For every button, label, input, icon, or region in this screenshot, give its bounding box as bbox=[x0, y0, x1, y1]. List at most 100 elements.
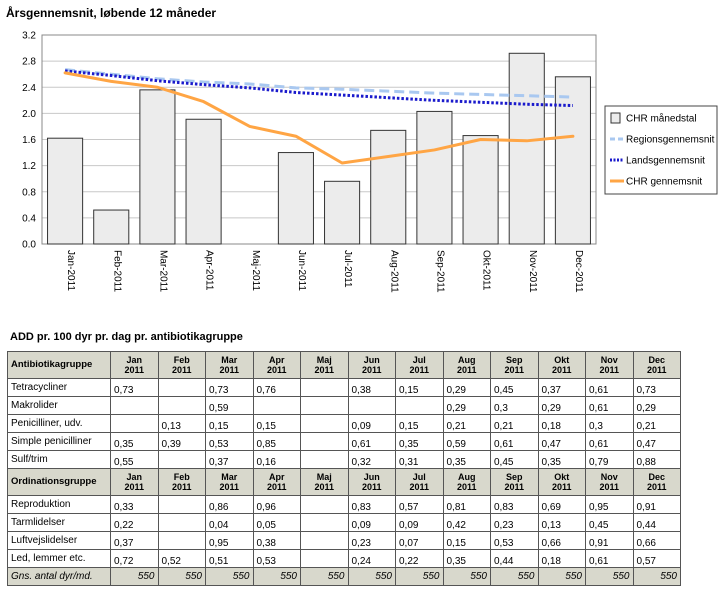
table-row: Tetracycliner 0,73 0,73 0,76 0,38 0,15 0,29 0,4… bbox=[7, 378, 681, 397]
month-year: 2011 bbox=[456, 365, 477, 375]
table-cell bbox=[395, 396, 444, 415]
table-cell: 0,29 bbox=[632, 396, 681, 415]
month-name: Jan bbox=[126, 355, 142, 365]
table-cell: 0,52 bbox=[157, 549, 206, 568]
x-tick-label: Jan-2011 bbox=[65, 250, 76, 291]
month-name: Apr bbox=[269, 472, 285, 482]
month-name: Maj bbox=[316, 472, 332, 482]
table-row: Makrolider 0,59 0,29 0,3 0,29 0,61 0,29 bbox=[7, 396, 681, 415]
month-year: 2011 bbox=[219, 365, 240, 375]
row-label: Sulf/trim bbox=[7, 450, 111, 469]
table-cell: 0,09 bbox=[395, 513, 444, 532]
chart: 0.0 0.4 0.8 1.2 1.6 2.0 2.4 2.8 3.2 Jan-2011 Feb-2… bbox=[22, 31, 718, 293]
table-cell: 0,35 bbox=[442, 549, 491, 568]
legend-chr-gennemsnit-label: CHR gennemsnit bbox=[626, 177, 702, 188]
footer-cell: 550 bbox=[442, 567, 491, 586]
table-cell: 0,35 bbox=[537, 450, 586, 469]
table-cell: 0,57 bbox=[632, 549, 681, 568]
table-row: Tarmlidelser 0,22 0,04 0,05 0,09 0,09 0,42 0,23… bbox=[7, 513, 681, 532]
y-tick-label: 2.8 bbox=[22, 57, 36, 68]
row-label: Luftvejslidelser bbox=[7, 531, 111, 550]
month-name: Maj bbox=[316, 355, 332, 365]
line-chr-gennemsnit bbox=[63, 71, 575, 165]
month-name: Jan bbox=[126, 472, 142, 482]
table-cell: 0,66 bbox=[537, 531, 586, 550]
add-table: Antibiotikagruppe Jan 2011 Feb 2011 Mar 2011 Ap… bbox=[7, 351, 681, 586]
month-name: Nov bbox=[600, 355, 618, 365]
table-cell: 0,3 bbox=[490, 396, 539, 415]
table-cell: 0,45 bbox=[490, 378, 539, 397]
table-cell: 0,91 bbox=[632, 495, 681, 514]
table-cell bbox=[300, 450, 349, 469]
table-row: Reproduktion 0,33 0,86 0,96 0,83 0,57 0,81 0,83… bbox=[7, 495, 681, 514]
y-tick-label: 0.0 bbox=[22, 240, 36, 251]
table-cell: 0,18 bbox=[537, 549, 586, 568]
month-header: Feb 2011 bbox=[157, 468, 206, 496]
table-cell: 0,61 bbox=[585, 549, 634, 568]
table-cell bbox=[347, 396, 396, 415]
table-cell: 0,35 bbox=[395, 432, 444, 451]
month-header: Feb 2011 bbox=[157, 351, 206, 379]
row-label: Tarmlidelser bbox=[7, 513, 111, 532]
month-header: Maj 2011 bbox=[300, 468, 349, 496]
bar-jun-2011 bbox=[277, 152, 314, 245]
y-tick-label: 0.8 bbox=[22, 187, 36, 198]
table-cell: 0,18 bbox=[537, 414, 586, 433]
table-cell: 0,15 bbox=[395, 414, 444, 433]
month-name: Sep bbox=[505, 355, 523, 365]
table-cell: 0,24 bbox=[347, 549, 396, 568]
x-tick-label: Jun-2011 bbox=[296, 250, 307, 291]
month-year: 2011 bbox=[551, 365, 572, 375]
table-cell: 0,05 bbox=[252, 513, 301, 532]
table-cell: 0,57 bbox=[395, 495, 444, 514]
table-cell: 0,15 bbox=[252, 414, 301, 433]
month-year: 2011 bbox=[266, 365, 287, 375]
month-header: Jun 2011 bbox=[347, 351, 396, 379]
month-year: 2011 bbox=[171, 365, 192, 375]
table-cell: 0,13 bbox=[537, 513, 586, 532]
table-cell: 0,81 bbox=[442, 495, 491, 514]
table-cell: 0,45 bbox=[490, 450, 539, 469]
table-cell bbox=[157, 513, 206, 532]
table-cell bbox=[157, 396, 206, 415]
table-cell: 0,47 bbox=[537, 432, 586, 451]
month-header: Apr 2011 bbox=[252, 468, 301, 496]
table-cell: 0,31 bbox=[395, 450, 444, 469]
x-tick-label: Aug-2011 bbox=[388, 250, 399, 293]
month-name: Jun bbox=[363, 355, 380, 365]
table-cell bbox=[300, 531, 349, 550]
line-landsgennemsnit bbox=[64, 69, 573, 108]
table-cell: 0,37 bbox=[537, 378, 586, 397]
bar-apr-2011 bbox=[185, 118, 222, 245]
table-cell bbox=[300, 378, 349, 397]
month-header: Jan 2011 bbox=[110, 351, 159, 379]
table-cell: 0,86 bbox=[205, 495, 254, 514]
table-title: ADD pr. 100 dyr pr. dag pr. antibiotikag… bbox=[10, 331, 243, 343]
x-tick-label: Mar-2011 bbox=[157, 250, 168, 292]
table-cell bbox=[300, 513, 349, 532]
row-label: Tetracycliner bbox=[7, 378, 111, 397]
bar-sep-2011 bbox=[416, 110, 453, 245]
table-cell: 0,61 bbox=[347, 432, 396, 451]
month-year: 2011 bbox=[646, 482, 667, 492]
y-tick-label: 0.4 bbox=[22, 213, 36, 224]
table-cell: 0,15 bbox=[395, 378, 444, 397]
footer-cell: 550 bbox=[347, 567, 396, 586]
month-header: Maj 2011 bbox=[300, 351, 349, 379]
month-name: Dec bbox=[648, 472, 665, 482]
table-cell: 0,61 bbox=[585, 432, 634, 451]
table-cell: 0,79 bbox=[585, 450, 634, 469]
table-cell: 0,47 bbox=[632, 432, 681, 451]
table-cell: 0,35 bbox=[442, 450, 491, 469]
month-header: Jul 2011 bbox=[395, 351, 444, 379]
table-cell bbox=[157, 450, 206, 469]
table-cell: 0,32 bbox=[347, 450, 396, 469]
month-name: Jul bbox=[412, 472, 426, 482]
row-label: Penicilliner, udv. bbox=[7, 414, 111, 433]
table-cell: 0,15 bbox=[442, 531, 491, 550]
footer-cell: 550 bbox=[300, 567, 349, 586]
table-cell: 0,95 bbox=[205, 531, 254, 550]
table-cell: 0,61 bbox=[585, 378, 634, 397]
footer-cell: 550 bbox=[632, 567, 681, 586]
table-cell bbox=[300, 549, 349, 568]
